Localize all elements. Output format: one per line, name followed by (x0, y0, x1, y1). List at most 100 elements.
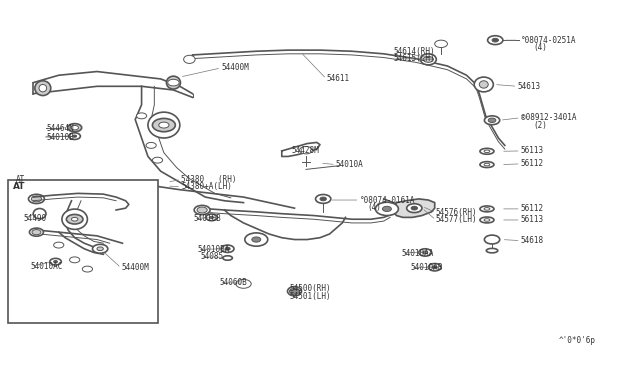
Text: 54615(LH): 54615(LH) (394, 54, 435, 63)
Text: °08074-0161A: °08074-0161A (360, 196, 415, 205)
Ellipse shape (480, 148, 494, 154)
Text: 54085: 54085 (200, 252, 223, 262)
Circle shape (93, 244, 108, 253)
Circle shape (245, 233, 268, 246)
Circle shape (484, 116, 500, 125)
Text: 56113: 56113 (521, 147, 544, 155)
Ellipse shape (166, 76, 180, 89)
Ellipse shape (62, 209, 88, 230)
Circle shape (72, 217, 78, 221)
Ellipse shape (484, 208, 490, 210)
Circle shape (159, 122, 169, 128)
Text: 54614(RH): 54614(RH) (394, 47, 435, 56)
Circle shape (435, 40, 447, 48)
Ellipse shape (28, 194, 44, 203)
Ellipse shape (480, 217, 494, 223)
Circle shape (152, 118, 175, 132)
Text: 56112: 56112 (521, 159, 544, 169)
Text: (2): (2) (534, 121, 547, 129)
Circle shape (484, 235, 500, 244)
Ellipse shape (148, 112, 180, 138)
Circle shape (492, 38, 499, 42)
Circle shape (73, 135, 77, 137)
Circle shape (206, 214, 218, 221)
Circle shape (136, 113, 147, 119)
Circle shape (221, 245, 234, 253)
Text: ^'0*0'6p: ^'0*0'6p (559, 336, 596, 345)
Circle shape (383, 206, 392, 211)
Text: 56113: 56113 (521, 215, 544, 224)
Text: °08074-0251A: °08074-0251A (521, 36, 576, 45)
FancyBboxPatch shape (8, 180, 157, 323)
Circle shape (236, 279, 251, 288)
Text: 54380   (RH): 54380 (RH) (181, 175, 237, 184)
Ellipse shape (35, 81, 51, 96)
Polygon shape (394, 199, 435, 217)
Circle shape (97, 247, 103, 251)
Circle shape (411, 206, 417, 210)
Circle shape (432, 266, 437, 269)
Text: 54500(RH): 54500(RH) (289, 284, 331, 293)
Circle shape (31, 196, 42, 202)
Circle shape (54, 260, 58, 263)
Ellipse shape (287, 286, 301, 296)
Circle shape (376, 202, 398, 215)
Ellipse shape (29, 228, 44, 236)
Text: 54010A: 54010A (336, 160, 364, 169)
Circle shape (289, 288, 300, 294)
Circle shape (67, 214, 83, 224)
Text: 54010AA: 54010AA (401, 249, 434, 258)
Circle shape (197, 207, 207, 213)
Circle shape (419, 249, 431, 256)
Ellipse shape (420, 54, 436, 65)
Text: 54501(LH): 54501(LH) (289, 292, 331, 301)
Circle shape (70, 257, 80, 263)
Circle shape (488, 36, 503, 45)
Circle shape (422, 251, 428, 254)
Circle shape (168, 79, 179, 86)
Circle shape (252, 237, 260, 242)
Circle shape (423, 57, 433, 62)
Text: 54060B: 54060B (220, 278, 247, 287)
Text: 56112: 56112 (521, 204, 544, 214)
Text: (4): (4) (368, 203, 381, 212)
Circle shape (406, 204, 422, 212)
Text: 54611: 54611 (326, 74, 349, 83)
Ellipse shape (479, 81, 488, 88)
Ellipse shape (223, 256, 232, 260)
Text: (4): (4) (534, 43, 547, 52)
Circle shape (71, 125, 79, 130)
Ellipse shape (484, 163, 490, 166)
Text: 54577(LH): 54577(LH) (436, 215, 477, 224)
Text: 54618: 54618 (521, 236, 544, 245)
Text: 54380+A(LH): 54380+A(LH) (181, 182, 232, 191)
Circle shape (69, 133, 81, 140)
Circle shape (488, 118, 496, 122)
Text: 54400M: 54400M (121, 263, 149, 272)
Circle shape (210, 216, 214, 218)
Circle shape (316, 195, 331, 203)
Ellipse shape (68, 124, 82, 132)
Ellipse shape (33, 209, 46, 219)
Ellipse shape (484, 219, 490, 221)
Circle shape (320, 197, 326, 201)
Circle shape (300, 147, 312, 154)
Text: ®08912-3401A: ®08912-3401A (521, 113, 576, 122)
Text: 54400M: 54400M (221, 63, 249, 72)
Text: AT: AT (15, 175, 25, 184)
Ellipse shape (484, 150, 490, 153)
Circle shape (32, 230, 41, 235)
Circle shape (83, 266, 93, 272)
Ellipse shape (480, 161, 494, 167)
Ellipse shape (39, 84, 47, 92)
Ellipse shape (184, 55, 195, 63)
Circle shape (225, 247, 230, 250)
Text: 54428M: 54428M (291, 147, 319, 155)
Circle shape (146, 142, 156, 148)
Text: 54613: 54613 (518, 82, 541, 91)
Circle shape (428, 263, 441, 271)
Circle shape (54, 242, 64, 248)
Text: 54010BA: 54010BA (198, 245, 230, 254)
Circle shape (50, 259, 61, 265)
Text: 54010AC: 54010AC (30, 262, 63, 271)
